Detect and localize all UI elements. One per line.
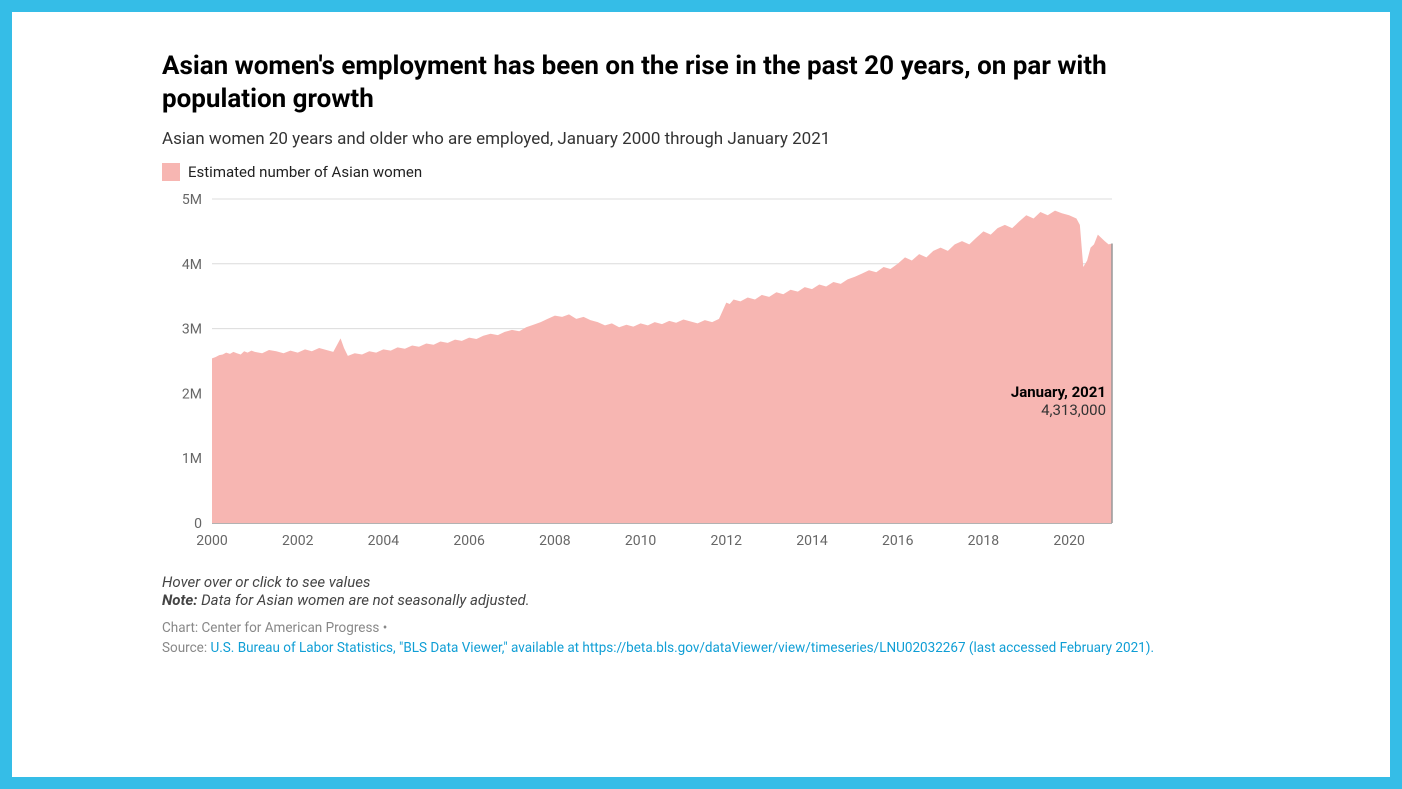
legend-label: Estimated number of Asian women xyxy=(188,163,422,181)
area-chart-svg: 0 1M 2M 3M 4M 5M 2000 2002 2004 2006 2008 2010 2012 2… xyxy=(162,191,1122,551)
svg-text:2014: 2014 xyxy=(796,533,828,549)
chart-by: Chart: Center for American Progress xyxy=(162,620,379,636)
chart-inner: Asian women's employment has been on the… xyxy=(12,12,1390,688)
svg-text:5M: 5M xyxy=(182,192,202,208)
svg-text:2M: 2M xyxy=(182,386,202,402)
source-link[interactable]: U.S. Bureau of Labor Statistics, "BLS Da… xyxy=(210,640,1154,656)
note-line: Note: Data for Asian women are not seaso… xyxy=(162,591,1240,609)
svg-text:1M: 1M xyxy=(182,451,202,467)
credits-dot: • xyxy=(379,620,387,636)
svg-text:2020: 2020 xyxy=(1053,533,1085,549)
svg-text:2006: 2006 xyxy=(453,533,485,549)
svg-text:4M: 4M xyxy=(182,257,202,273)
svg-text:2004: 2004 xyxy=(368,533,400,549)
data-annotation: January, 2021 4,313,000 xyxy=(1011,383,1106,419)
svg-text:2000: 2000 xyxy=(196,533,228,549)
hover-hint: Hover over or click to see values xyxy=(162,573,1240,591)
credits: Chart: Center for American Progress • So… xyxy=(162,619,1182,658)
svg-text:2016: 2016 xyxy=(882,533,914,549)
chart-subtitle: Asian women 20 years and older who are e… xyxy=(162,129,1240,149)
note-text: Data for Asian women are not seasonally … xyxy=(197,591,529,609)
svg-text:3M: 3M xyxy=(182,322,202,338)
svg-text:2008: 2008 xyxy=(539,533,571,549)
svg-text:2002: 2002 xyxy=(282,533,314,549)
annotation-value: 4,313,000 xyxy=(1011,401,1106,419)
legend-swatch xyxy=(162,163,180,181)
svg-text:2018: 2018 xyxy=(968,533,1000,549)
annotation-title: January, 2021 xyxy=(1011,383,1106,401)
chart-area[interactable]: 0 1M 2M 3M 4M 5M 2000 2002 2004 2006 2008 2010 2012 2… xyxy=(162,191,1122,551)
chart-frame: Asian women's employment has been on the… xyxy=(0,0,1402,789)
svg-text:2010: 2010 xyxy=(625,533,657,549)
chart-title: Asian women's employment has been on the… xyxy=(162,50,1122,115)
legend: Estimated number of Asian women xyxy=(162,163,1240,181)
source-prefix: Source: xyxy=(162,640,210,656)
note-label: Note: xyxy=(162,591,197,609)
footnotes: Hover over or click to see values Note: … xyxy=(162,573,1240,609)
svg-text:2012: 2012 xyxy=(711,533,743,549)
svg-text:0: 0 xyxy=(194,516,202,532)
